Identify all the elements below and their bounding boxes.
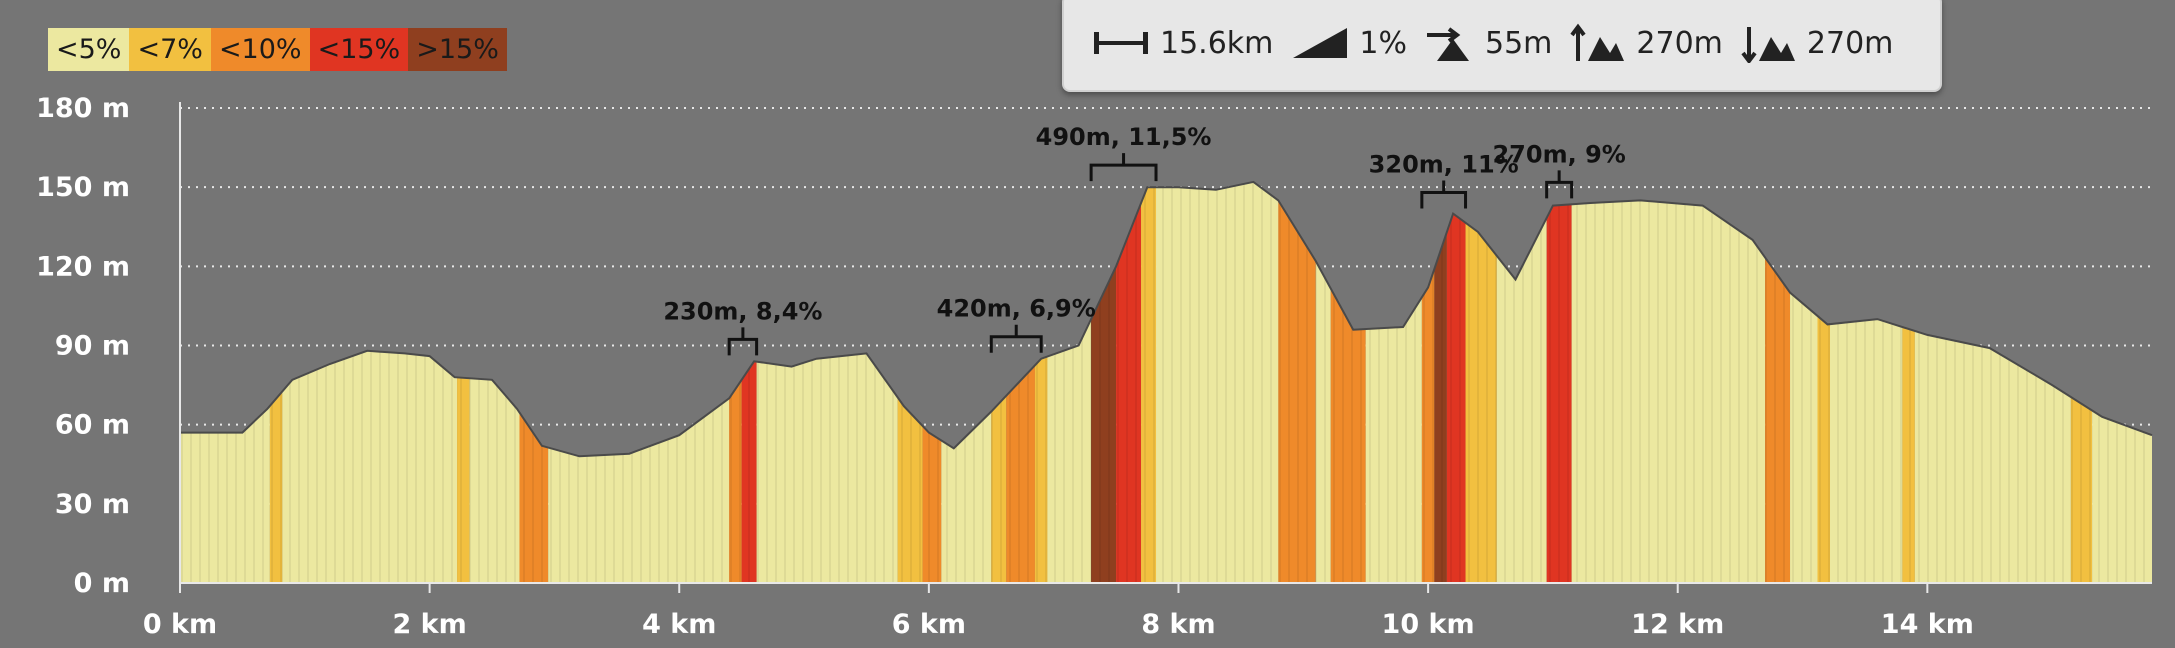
- grade-band: [1141, 181, 1157, 583]
- legend-item-under-10: <10%: [210, 28, 310, 71]
- y-tick-label: 0 m: [74, 568, 130, 599]
- climb-label: 490m, 11,5%: [1036, 123, 1212, 151]
- legend-item-over-15: >15%: [408, 28, 507, 71]
- x-tick-label: 10 km: [1382, 609, 1475, 640]
- route-stats-panel: 15.6km 1% 55m 270m 270m: [1062, 0, 1942, 92]
- y-tick-label: 180 m: [36, 93, 130, 124]
- descent-stat: 270m: [1741, 23, 1893, 63]
- grade-band: [1047, 181, 1092, 583]
- distance-icon: [1094, 32, 1148, 54]
- x-tick-label: 6 km: [892, 609, 966, 640]
- climb-annotations: 230m, 8,4% 420m, 6,9% 490m, 11,5% 320m, 11%…: [663, 123, 1626, 356]
- grade-band: [1116, 181, 1142, 583]
- x-tick-label: 2 km: [392, 609, 466, 640]
- climb-label: 420m, 6,9%: [937, 295, 1096, 323]
- grade-band: [1446, 181, 1466, 583]
- grade-legend: <5% <7% <10% <15% >15%: [48, 28, 507, 71]
- climb-bracket: [1545, 170, 1574, 199]
- grade-stat: 1%: [1291, 26, 1407, 61]
- descent-value: 270m: [1806, 25, 1894, 61]
- max-gain-icon: [1427, 27, 1469, 61]
- x-tick-label: 12 km: [1631, 609, 1724, 640]
- grade-band: [1546, 181, 1572, 583]
- distance-stat: 15.6km: [1092, 26, 1273, 61]
- ascent-stat: 270m: [1570, 23, 1723, 63]
- x-tick-label: 8 km: [1141, 609, 1215, 640]
- grade-value: 1%: [1359, 25, 1407, 61]
- grade-band: [991, 181, 1007, 583]
- max-gain-stat: 55m: [1425, 23, 1552, 63]
- grade-band: [1434, 181, 1447, 583]
- grade-icon: [1293, 28, 1348, 58]
- grade-band: [1790, 181, 1818, 583]
- x-tick-label: 14 km: [1881, 609, 1974, 640]
- climb-label: 270m, 9%: [1492, 140, 1625, 168]
- axes: 0 m 30 m 60 m 90 m 120 m 150 m 180 m 0 km 2 km 4 …: [36, 93, 2152, 640]
- legend-item-under-5: <5%: [48, 28, 130, 71]
- grade-band: [1571, 181, 1766, 583]
- ascent-icon: [1570, 23, 1625, 61]
- grade-band: [1765, 181, 1791, 583]
- grade-band: [1902, 181, 1915, 583]
- climb-bracket: [727, 327, 759, 356]
- max-gain-value: 55m: [1485, 25, 1553, 61]
- x-tick-label: 4 km: [642, 609, 716, 640]
- elevation-outline: [180, 180, 2153, 458]
- legend-item-under-7: <7%: [129, 28, 211, 71]
- grade-band: [180, 181, 270, 583]
- y-tick-label: 120 m: [36, 251, 130, 282]
- y-tick-label: 60 m: [55, 410, 130, 441]
- climb-bracket: [1420, 180, 1468, 209]
- grade-band: [548, 181, 730, 583]
- climb-bracket: [1089, 153, 1158, 182]
- y-tick-label: 90 m: [55, 331, 130, 362]
- climb-label: 230m, 8,4%: [663, 297, 822, 325]
- x-tick-label: 0 km: [143, 609, 217, 640]
- grade-band: [1091, 181, 1117, 583]
- grade-band: [756, 181, 898, 583]
- y-tick-label: 30 m: [55, 489, 130, 520]
- legend-item-under-15: <15%: [309, 28, 409, 71]
- grade-band: [1315, 181, 1331, 583]
- grade-band: [1914, 181, 2071, 583]
- ascent-value: 270m: [1636, 25, 1723, 61]
- distance-value: 15.6km: [1160, 25, 1274, 61]
- climb-bracket: [989, 324, 1043, 353]
- descent-icon: [1741, 27, 1795, 63]
- grade-band: [469, 181, 520, 583]
- grade-band: [457, 181, 470, 583]
- y-tick-label: 150 m: [36, 172, 130, 203]
- climb-label: 320m, 11%: [1369, 150, 1519, 178]
- grade-band: [1156, 181, 1279, 583]
